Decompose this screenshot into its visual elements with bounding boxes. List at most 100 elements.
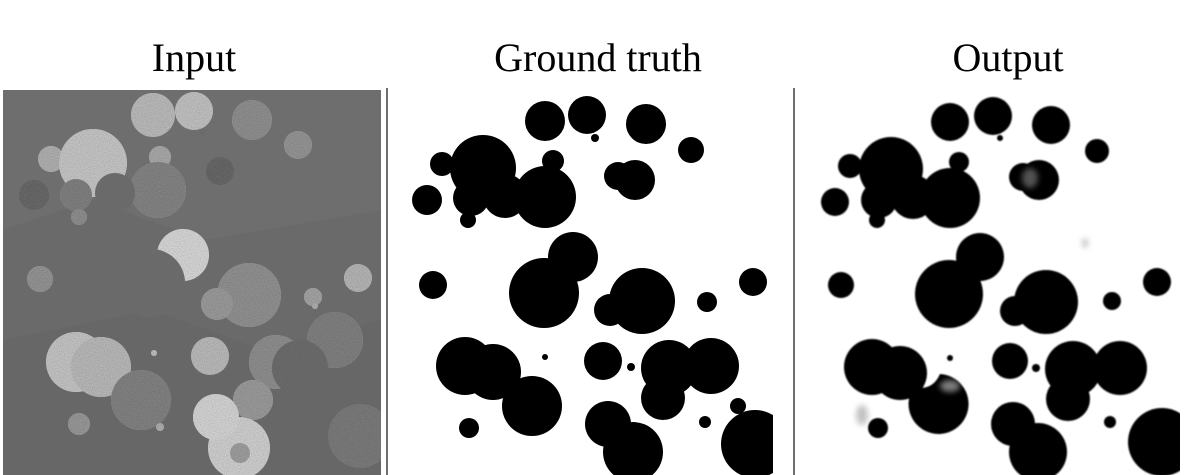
input-blob xyxy=(230,443,250,463)
panel-divider xyxy=(793,88,795,475)
mask-blob xyxy=(683,338,739,394)
input-blob xyxy=(71,209,87,225)
predicted-blob xyxy=(1128,408,1180,475)
mask-blob xyxy=(594,294,626,326)
mask-blob xyxy=(641,376,685,420)
predicted-blob xyxy=(920,168,980,228)
mask-blob xyxy=(626,104,666,144)
mask-blob xyxy=(603,422,663,475)
input-blob xyxy=(60,179,92,211)
input-noisy-blob xyxy=(19,180,49,210)
mask-blob xyxy=(678,137,704,163)
predicted-blob xyxy=(873,346,927,400)
input-blob xyxy=(38,146,64,172)
panel-divider xyxy=(386,88,388,475)
input-noisy-blob xyxy=(117,249,185,317)
mask-blob xyxy=(568,96,606,134)
predicted-blob xyxy=(869,212,885,228)
predicted-blob xyxy=(1143,268,1171,296)
input-blob xyxy=(233,380,273,420)
input-noisy-blob xyxy=(200,129,206,135)
input-blob xyxy=(130,162,186,218)
mask-blob xyxy=(697,292,717,312)
mask-blob xyxy=(459,418,479,438)
input-blob xyxy=(284,131,312,159)
mask-blob xyxy=(615,160,655,200)
ground-truth-image xyxy=(393,90,773,475)
output-image xyxy=(800,90,1180,475)
mask-blob xyxy=(502,376,562,436)
input-blob xyxy=(151,350,157,356)
output-canvas xyxy=(821,97,1180,475)
output-title: Output xyxy=(952,35,1064,80)
mask-blob xyxy=(730,398,746,414)
predicted-blob xyxy=(838,154,862,178)
mask-blob xyxy=(739,268,767,296)
predicted-blob xyxy=(915,260,983,328)
input-blob xyxy=(131,93,175,137)
predicted-blob xyxy=(1014,270,1078,334)
predicted-blob xyxy=(1085,139,1109,163)
input-blob xyxy=(175,92,213,130)
input-noisy-blob xyxy=(272,340,328,396)
input-noisy-blob xyxy=(328,404,381,468)
input-blob xyxy=(111,370,171,430)
prediction-artifact xyxy=(1082,238,1088,248)
prediction-artifact xyxy=(1022,168,1038,188)
input-blob xyxy=(68,413,90,435)
predicted-blob xyxy=(1104,416,1116,428)
input-title: Input xyxy=(151,35,237,80)
mask-blob xyxy=(509,258,579,328)
input-blob xyxy=(71,337,131,397)
mask-blob xyxy=(699,416,711,428)
predicted-blob xyxy=(861,182,897,218)
input-blob xyxy=(191,337,229,375)
predicted-blob xyxy=(1103,292,1121,310)
predicted-blob xyxy=(974,97,1012,135)
predicted-blob xyxy=(947,355,953,361)
input-blob xyxy=(217,263,281,327)
mask-blob xyxy=(627,363,635,371)
predicted-blob xyxy=(931,103,969,141)
mask-blob xyxy=(609,268,675,334)
predicted-blob xyxy=(1032,364,1040,372)
input-noisy-blob xyxy=(206,157,234,185)
predicted-blob xyxy=(1046,377,1090,421)
mask-blob xyxy=(465,344,521,400)
input-blob xyxy=(156,423,164,431)
predicted-blob xyxy=(821,188,849,216)
predicted-blob xyxy=(1009,423,1067,475)
predicted-blob xyxy=(1000,296,1030,326)
mask-blob xyxy=(525,101,565,141)
predicted-blob xyxy=(1032,106,1070,144)
mask-blob xyxy=(721,410,773,475)
predicted-blob xyxy=(828,272,854,298)
mask-blob xyxy=(591,134,599,142)
predicted-blob xyxy=(1093,341,1147,395)
input-blob xyxy=(27,266,53,292)
mask-blob xyxy=(412,185,442,215)
input-blob xyxy=(232,100,272,140)
predicted-blob xyxy=(992,343,1028,379)
mask-blob xyxy=(460,212,476,228)
prediction-artifact xyxy=(940,380,960,392)
mask-blob xyxy=(542,354,548,360)
input-blob xyxy=(312,303,318,309)
ground-truth-title: Ground truth xyxy=(494,35,702,80)
predicted-blob xyxy=(868,418,888,438)
input-noisy-blob xyxy=(95,173,135,213)
input-blob xyxy=(304,288,322,306)
input-image xyxy=(3,90,381,475)
predicted-blob xyxy=(997,135,1003,141)
mask-blob xyxy=(584,342,622,380)
mask-blob xyxy=(514,166,576,228)
mask-blob xyxy=(419,271,447,299)
background-patch xyxy=(3,90,381,240)
input-blob xyxy=(201,288,233,320)
mask-blob xyxy=(453,180,489,216)
prediction-artifact xyxy=(856,405,868,425)
predicted-blob xyxy=(949,152,969,172)
input-blob xyxy=(193,394,239,440)
mask-blob xyxy=(430,152,454,176)
input-image-canvas xyxy=(3,90,381,475)
